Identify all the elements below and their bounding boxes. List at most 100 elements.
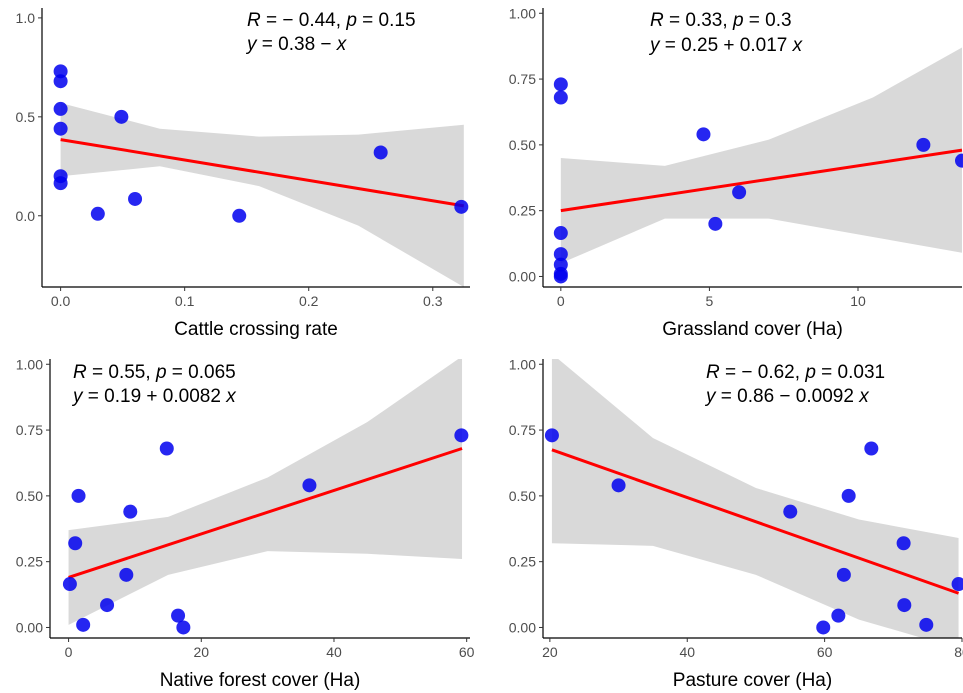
y-tick-label: 0.50 [509, 137, 536, 153]
confidence-band [560, 47, 962, 264]
data-point [553, 269, 568, 284]
data-point [896, 536, 911, 551]
y-tick-label: 0.75 [509, 422, 536, 438]
regression-line [60, 138, 465, 208]
data-point [919, 617, 934, 632]
data-point [53, 176, 68, 191]
data-point [123, 504, 138, 519]
y-tick-label: 0.00 [509, 268, 536, 284]
regression-line [68, 447, 463, 579]
data-point [553, 90, 568, 105]
data-point [955, 153, 963, 168]
x-tick-label: 10 [850, 293, 866, 309]
correlation-annotation: R = 0.55, p = 0.065 [73, 362, 236, 383]
y-tick-label: 1.0 [16, 10, 36, 26]
x-tick-label: 0 [65, 644, 73, 660]
data-point [62, 577, 77, 592]
data-point [171, 608, 186, 623]
data-point [176, 620, 191, 635]
x-axis-title: Pasture cover (Ha) [673, 670, 832, 691]
y-tick-label: 0.5 [16, 109, 36, 125]
y-tick-label: 0.25 [509, 203, 536, 219]
confidence-band [551, 359, 959, 638]
y-tick-label: 0.00 [16, 619, 43, 635]
x-tick-label: 20 [193, 644, 209, 660]
data-point [76, 617, 91, 632]
x-tick-label: 0.2 [299, 293, 319, 309]
data-point [90, 206, 105, 221]
data-point [128, 191, 143, 206]
correlation-annotation: R = 0.33, p = 0.3 [650, 10, 792, 31]
data-point [708, 216, 723, 231]
x-tick-label: 40 [679, 644, 695, 660]
confidence-band [68, 359, 463, 625]
data-point [302, 478, 317, 493]
x-tick-label: 60 [817, 644, 833, 660]
equation-annotation: y = 0.19 + 0.0082 x [71, 386, 237, 407]
x-tick-label: 80 [954, 644, 963, 660]
data-point [159, 441, 174, 456]
equation-annotation: y = 0.25 + 0.017 x [648, 35, 804, 56]
y-tick-label: 1.00 [16, 356, 43, 372]
y-tick-label: 0.75 [16, 422, 43, 438]
data-point [696, 127, 711, 142]
data-point [71, 488, 86, 503]
data-point [553, 247, 568, 262]
x-tick-label: 0.0 [51, 293, 71, 309]
x-axis-title: Cattle crossing rate [174, 319, 338, 340]
data-point [232, 208, 247, 223]
y-tick-label: 0.50 [509, 488, 536, 504]
y-tick-label: 0.00 [509, 619, 536, 635]
data-point [454, 428, 469, 443]
data-point [831, 608, 846, 623]
data-point [100, 598, 115, 613]
regression-line [551, 448, 960, 595]
scatter-panel-3: 0.00 0.25 0.50 0.75 1.00 0 20 40 60 Native forest… [16, 356, 475, 691]
scatter-panel-4: 0.00 0.25 0.50 0.75 1.00 20 40 60 80 Pasture cove… [509, 356, 963, 691]
data-point [864, 441, 879, 456]
data-point [951, 577, 963, 592]
x-tick-label: 20 [542, 644, 558, 660]
data-point [119, 567, 134, 582]
x-tick-label: 60 [459, 644, 475, 660]
data-point [836, 567, 851, 582]
data-point [68, 536, 83, 551]
equation-annotation: y = 0.86 − 0.0092 x [704, 386, 870, 407]
correlation-annotation: R = − 0.62, p = 0.031 [706, 362, 885, 383]
x-axis-title: Native forest cover (Ha) [160, 670, 361, 691]
x-tick-label: 40 [326, 644, 342, 660]
y-tick-label: 0.50 [16, 488, 43, 504]
data-point [373, 145, 388, 160]
data-point [732, 185, 747, 200]
data-point [816, 620, 831, 635]
data-point [553, 226, 568, 241]
y-tick-label: 0.25 [16, 554, 43, 570]
y-tick-label: 0.25 [509, 554, 536, 570]
equation-annotation: y = 0.38 − x [245, 34, 348, 55]
data-point [53, 121, 68, 136]
data-point [783, 504, 798, 519]
data-point [544, 428, 559, 443]
x-tick-label: 0 [557, 293, 565, 309]
y-tick-label: 0.0 [16, 208, 36, 224]
regression-line [560, 148, 963, 213]
data-point [916, 137, 931, 152]
data-point [53, 64, 68, 79]
data-point [841, 488, 856, 503]
y-tick-label: 1.00 [509, 5, 536, 21]
x-tick-label: 0.3 [423, 293, 443, 309]
correlation-annotation: R = − 0.44, p = 0.15 [247, 10, 416, 31]
x-axis-title: Grassland cover (Ha) [662, 319, 843, 340]
data-point [53, 74, 68, 89]
data-point [553, 77, 568, 92]
scatter-panel-2: 0.00 0.25 0.50 0.75 1.00 0 5 10 Grassland cover … [509, 5, 963, 340]
data-point [897, 598, 912, 613]
x-tick-label: 0.1 [175, 293, 195, 309]
data-point [114, 109, 129, 124]
y-tick-label: 1.00 [509, 356, 536, 372]
x-tick-label: 5 [706, 293, 714, 309]
data-point [611, 478, 626, 493]
data-point [53, 101, 68, 116]
confidence-band [60, 102, 464, 287]
